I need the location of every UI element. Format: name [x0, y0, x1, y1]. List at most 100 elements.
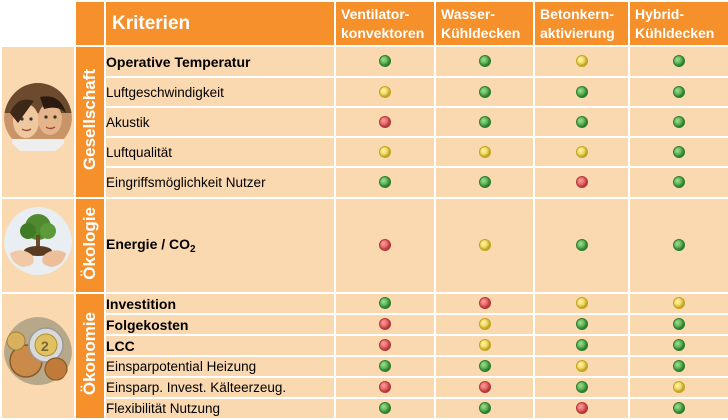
category-label: Gesellschaft [80, 68, 99, 171]
rating-dot-green [673, 239, 685, 252]
rating-cell [434, 292, 535, 315]
criterion-label: Luftgeschwindigkeit [104, 76, 336, 108]
rating-dot-green [673, 339, 685, 352]
header-hybrid-kuehldecken: Hybrid- Kühldecken [628, 0, 728, 47]
header-col-3-line-1: Betonkern- [540, 5, 614, 22]
rating-dot-green [478, 115, 491, 128]
rating-dot-yellow [478, 339, 491, 352]
rating-dot-red [575, 402, 588, 415]
corner-blank [0, 0, 76, 47]
rating-dot-red [575, 176, 588, 189]
criterion-label: Eingriffsmöglichkeit Nutzer [104, 166, 336, 199]
rating-cell [628, 106, 728, 138]
rating-dot-green [379, 360, 391, 373]
rating-cell [334, 197, 436, 294]
co2-subscript: 2 [190, 244, 196, 255]
table-row: Akustik [1, 106, 728, 138]
rating-dot-red [478, 297, 491, 310]
rating-dot-red [379, 381, 391, 394]
rating-cell [434, 334, 535, 357]
rating-dot-green [673, 85, 685, 98]
rating-cell [434, 355, 535, 378]
rating-cell [434, 376, 535, 399]
rating-dot-green [379, 402, 391, 415]
rating-cell [434, 197, 535, 294]
rating-cell [334, 76, 436, 108]
rating-cell [533, 355, 630, 378]
rating-dot-green [478, 85, 491, 98]
table-row: 2 Ökonomie Investition [0, 292, 728, 420]
category-gesellschaft: Gesellschaft [74, 45, 106, 199]
rating-cell [334, 136, 436, 168]
rating-dot-green [673, 318, 685, 331]
criterion-label: Einsparp. Invest. Kälteerzeug. [104, 376, 336, 399]
rating-dot-green [673, 176, 685, 189]
criterion-label: Akustik [104, 106, 336, 138]
header-col-4-line-1: Hybrid- [635, 5, 684, 22]
rating-dot-green [379, 176, 391, 189]
oekologie-image-cell [0, 197, 76, 294]
rating-cell [533, 292, 630, 315]
rating-cell [533, 76, 630, 108]
rating-cell [628, 45, 728, 78]
rating-dot-green [478, 55, 491, 68]
rating-cell [434, 397, 535, 420]
category-label: Ökologie [80, 206, 99, 280]
rating-dot-green [478, 402, 491, 415]
table-row: Einsparp. Invest. Kälteerzeug. [1, 376, 728, 399]
criterion-text: Energie / CO [106, 236, 191, 252]
rating-dot-yellow [673, 297, 685, 310]
rating-dot-green [575, 115, 588, 128]
category-oekonomie: Ökonomie [74, 292, 106, 420]
header-category-spacer [74, 0, 106, 47]
table-row: LCC [1, 334, 728, 357]
rating-cell [334, 45, 436, 78]
header-wasser-kuehldecken: Wasser- Kühldecken [434, 0, 535, 47]
table-row: Luftgeschwindigkeit [1, 76, 728, 108]
rating-dot-yellow [379, 145, 391, 158]
rating-cell [334, 106, 436, 138]
criterion-label: Energie / CO2 [104, 197, 336, 294]
criterion-label: Luftqualität [104, 136, 336, 168]
coins-photo: 2 [4, 317, 72, 390]
rating-dot-yellow [379, 85, 391, 98]
rating-dot-yellow [575, 145, 588, 158]
rating-dot-green [673, 115, 685, 128]
rating-cell [628, 197, 728, 294]
rating-dot-red [379, 239, 391, 252]
rating-cell [628, 136, 728, 168]
rating-dot-green [673, 402, 685, 415]
rating-dot-red [379, 339, 391, 352]
rating-cell [533, 397, 630, 420]
header-col-1-line-1: Ventilator- [341, 5, 410, 22]
table-row: Folgekosten [1, 313, 728, 336]
criterion-label: Einsparpotential Heizung [104, 355, 336, 378]
header-col-4-line-2: Kühldecken [635, 24, 715, 41]
rating-cell [628, 313, 728, 336]
rating-cell [628, 355, 728, 378]
rating-cell [533, 45, 630, 78]
rating-cell [434, 166, 535, 199]
rating-dot-red [379, 115, 391, 128]
rating-dot-yellow [478, 318, 491, 331]
gesellschaft-image-cell [0, 45, 76, 199]
rating-cell [533, 376, 630, 399]
rating-cell [334, 166, 436, 199]
rating-cell [533, 334, 630, 357]
svg-text:2: 2 [41, 338, 49, 354]
rating-dot-red [478, 381, 491, 394]
header-col-3-line-2: aktivierung [540, 24, 615, 41]
rating-dot-green [673, 55, 685, 68]
rating-cell [334, 397, 436, 420]
rating-cell [434, 45, 535, 78]
header-betonkernaktivierung: Betonkern-aktivierung [533, 0, 630, 47]
table-row: Flexibilität Nutzung [1, 397, 728, 420]
rating-dot-green [575, 318, 588, 331]
rating-dot-yellow [673, 381, 685, 394]
table-row: Einsparpotential Heizung [1, 355, 728, 378]
rating-dot-green [673, 145, 685, 158]
rating-dot-yellow [575, 360, 588, 373]
people-faces-photo [4, 83, 72, 156]
rating-cell [434, 76, 535, 108]
rating-cell [434, 136, 535, 168]
